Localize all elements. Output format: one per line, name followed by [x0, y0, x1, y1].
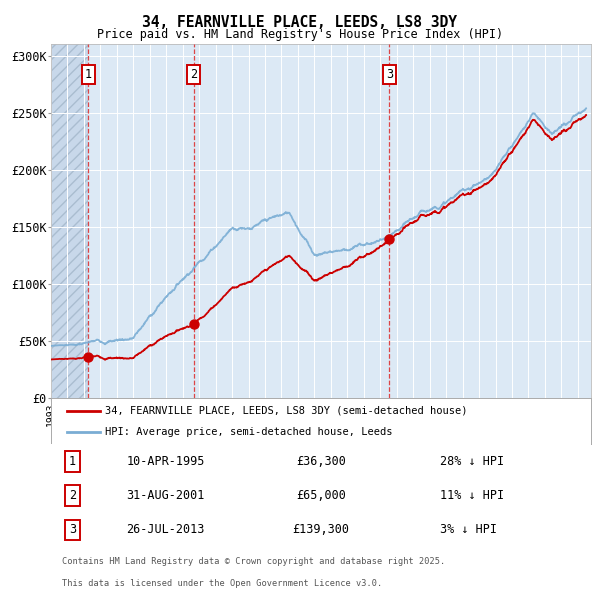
Text: 34, FEARNVILLE PLACE, LEEDS, LS8 3DY (semi-detached house): 34, FEARNVILLE PLACE, LEEDS, LS8 3DY (se…: [105, 406, 467, 416]
Text: £65,000: £65,000: [296, 489, 346, 502]
Text: 34, FEARNVILLE PLACE, LEEDS, LS8 3DY: 34, FEARNVILLE PLACE, LEEDS, LS8 3DY: [143, 15, 458, 30]
Text: 1: 1: [69, 455, 76, 468]
Text: This data is licensed under the Open Government Licence v3.0.: This data is licensed under the Open Gov…: [62, 579, 382, 588]
Text: 2: 2: [69, 489, 76, 502]
Text: 3: 3: [386, 68, 393, 81]
Text: Price paid vs. HM Land Registry's House Price Index (HPI): Price paid vs. HM Land Registry's House …: [97, 28, 503, 41]
Text: £139,300: £139,300: [293, 523, 349, 536]
Text: HPI: Average price, semi-detached house, Leeds: HPI: Average price, semi-detached house,…: [105, 427, 392, 437]
Text: 26-JUL-2013: 26-JUL-2013: [127, 523, 205, 536]
Bar: [51, 44, 88, 398]
Text: 1: 1: [85, 68, 92, 81]
Text: Contains HM Land Registry data © Crown copyright and database right 2025.: Contains HM Land Registry data © Crown c…: [62, 557, 445, 566]
Text: 2: 2: [190, 68, 197, 81]
Text: 11% ↓ HPI: 11% ↓ HPI: [440, 489, 504, 502]
Text: 3: 3: [69, 523, 76, 536]
Text: £36,300: £36,300: [296, 455, 346, 468]
Text: 31-AUG-2001: 31-AUG-2001: [127, 489, 205, 502]
Text: 3% ↓ HPI: 3% ↓ HPI: [440, 523, 497, 536]
Text: 10-APR-1995: 10-APR-1995: [127, 455, 205, 468]
Text: 28% ↓ HPI: 28% ↓ HPI: [440, 455, 504, 468]
